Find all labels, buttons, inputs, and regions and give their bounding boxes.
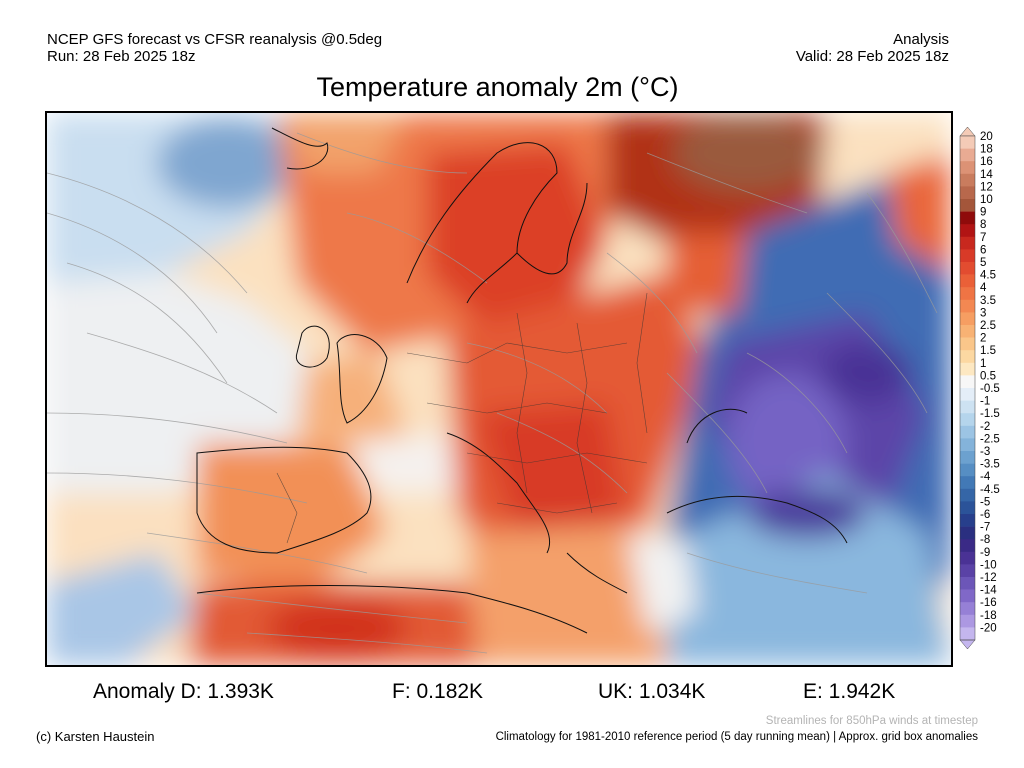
legend-swatch — [960, 425, 975, 439]
legend-label: -3 — [980, 446, 990, 458]
legend-label: -9 — [980, 547, 990, 559]
legend-swatch — [960, 388, 975, 401]
legend-swatch — [960, 199, 975, 212]
stat-anomaly-d: Anomaly D: 1.393K — [93, 680, 274, 703]
legend-label: -6 — [980, 509, 990, 521]
legend-swatch — [960, 400, 975, 414]
legend-label: 12 — [980, 181, 993, 193]
legend-label: -14 — [980, 585, 997, 597]
legend-label: 10 — [980, 194, 993, 206]
legend-label: -0.5 — [980, 383, 1000, 395]
legend-swatch — [960, 413, 975, 427]
legend-arrow-bottom — [959, 639, 976, 650]
legend-border — [959, 135, 976, 641]
legend-swatch — [960, 136, 975, 149]
legend-label: -1.5 — [980, 408, 1000, 420]
legend-swatch — [960, 287, 975, 301]
legend-label: 20 — [980, 131, 993, 143]
header-model-label: NCEP GFS forecast vs CFSR reanalysis @0.… — [47, 31, 383, 48]
legend-swatch — [960, 577, 975, 590]
legend-arrow-top — [959, 126, 976, 137]
legend-swatch — [960, 602, 975, 616]
legend-label: -4 — [980, 471, 991, 483]
stat-anomaly-e: E: 1.942K — [803, 680, 896, 703]
legend-label: 6 — [980, 244, 986, 256]
legend-label: -1 — [980, 396, 990, 408]
legend-label: -2.5 — [980, 433, 1000, 445]
stat-anomaly-f: F: 0.182K — [392, 680, 484, 703]
legend-swatch — [960, 551, 975, 565]
legend-label: -4.5 — [980, 484, 1000, 496]
legend-label: -18 — [980, 610, 997, 622]
legend-swatch — [960, 173, 975, 187]
legend-label: 3 — [980, 307, 986, 319]
legend-label: 5 — [980, 257, 986, 269]
legend-label: -3.5 — [980, 459, 1000, 471]
legend-swatch — [960, 627, 975, 641]
legend-swatch — [960, 224, 975, 238]
legend-label: 7 — [980, 232, 986, 244]
legend-label: -2 — [980, 421, 990, 433]
legend-label: 2 — [980, 333, 986, 345]
legend-swatch — [960, 375, 975, 389]
legend-swatch — [960, 211, 975, 225]
legend-swatch — [960, 564, 975, 578]
streamlines-note: Streamlines for 850hPa winds at timestep — [765, 715, 978, 727]
legend-swatch — [960, 451, 975, 464]
legend-swatch — [960, 148, 975, 162]
legend-swatch — [960, 350, 975, 364]
legend-label: 9 — [980, 207, 986, 219]
legend-swatch — [960, 249, 975, 263]
legend-label: 2.5 — [980, 320, 996, 332]
legend-label: 16 — [980, 156, 993, 168]
legend-swatch — [960, 299, 975, 313]
legend-label: -12 — [980, 572, 997, 584]
legend-label: -5 — [980, 496, 990, 508]
stat-anomaly-uk: UK: 1.034K — [598, 680, 706, 703]
legend-swatch — [960, 526, 975, 540]
legend-swatch — [960, 488, 975, 502]
legend-label: 1.5 — [980, 345, 996, 357]
color-legend: 201816141210987654.543.532.521.510.5-0.5… — [959, 126, 1000, 650]
legend-label: -8 — [980, 534, 990, 546]
legend-label: 0.5 — [980, 370, 996, 382]
legend-swatch — [960, 262, 975, 275]
header-analysis-label: Analysis — [893, 31, 949, 48]
legend-swatch — [960, 312, 975, 326]
legend-swatch — [960, 614, 975, 628]
credit-text: (c) Karsten Haustein — [36, 729, 155, 744]
anomaly-map — [45, 111, 953, 667]
legend-swatch — [960, 463, 975, 477]
legend-swatch — [960, 362, 975, 376]
legend-label: 4 — [980, 282, 987, 294]
legend-label: -10 — [980, 559, 997, 571]
legend-swatch — [960, 476, 975, 490]
legend-swatch — [960, 274, 975, 288]
legend-swatch — [960, 325, 975, 338]
legend-swatch — [960, 236, 975, 250]
header-run-label: Run: 28 Feb 2025 18z — [47, 48, 196, 65]
anomaly-map-graphic — [47, 113, 951, 665]
legend-label: 1 — [980, 358, 986, 370]
legend-swatch — [960, 161, 975, 175]
legend-label: -20 — [980, 622, 997, 634]
legend-swatch — [960, 337, 975, 351]
legend-swatch — [960, 539, 975, 553]
legend-label: -7 — [980, 522, 990, 534]
legend-swatch — [960, 186, 975, 200]
legend-swatch — [960, 514, 975, 527]
legend-swatch — [960, 589, 975, 603]
legend-swatch — [960, 501, 975, 515]
header-valid-label: Valid: 28 Feb 2025 18z — [795, 48, 949, 65]
legend-label: 14 — [980, 169, 993, 181]
legend-label: 3.5 — [980, 295, 996, 307]
map-title: Temperature anomaly 2m (°C) — [316, 72, 679, 102]
legend-swatch — [960, 438, 975, 452]
legend-label: -16 — [980, 597, 997, 609]
legend-label: 4.5 — [980, 270, 996, 282]
climatology-note: Climatology for 1981-2010 reference peri… — [495, 731, 978, 743]
legend-label: 8 — [980, 219, 986, 231]
legend-label: 18 — [980, 144, 993, 156]
